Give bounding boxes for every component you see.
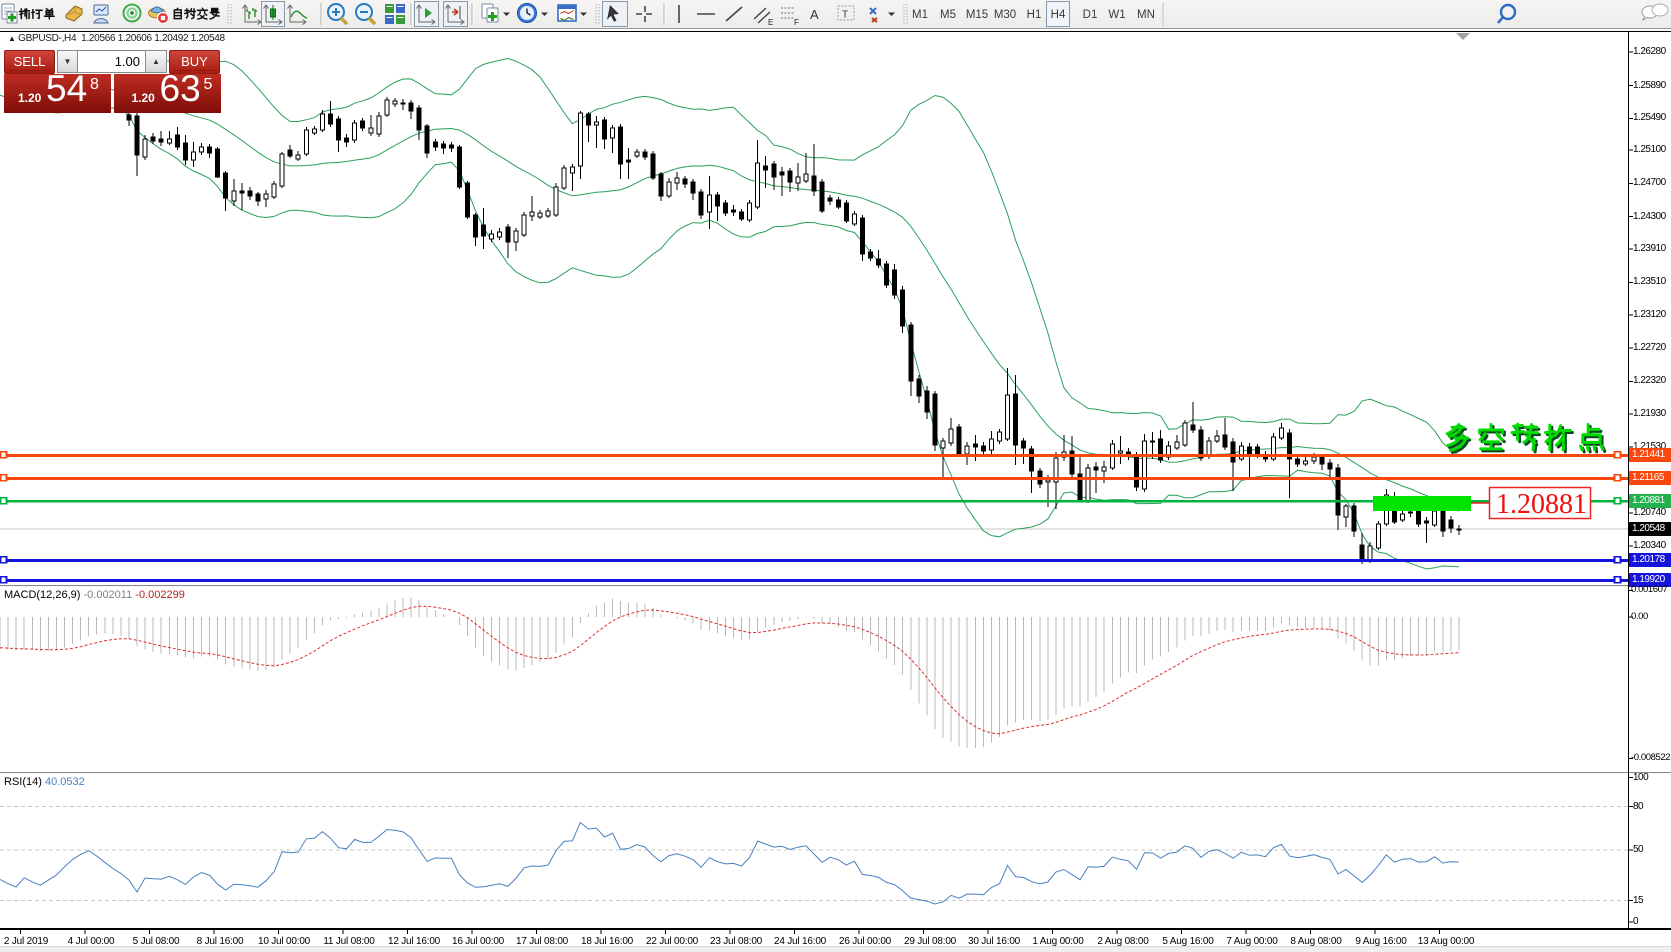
svg-text:M30: M30: [994, 9, 1016, 21]
svg-text:H1: H1: [1027, 9, 1042, 21]
svg-text:D1: D1: [1083, 9, 1098, 21]
svg-text:1.20881: 1.20881: [1496, 489, 1587, 520]
svg-text:T: T: [842, 10, 848, 21]
svg-text:F: F: [794, 18, 799, 27]
svg-text:W1: W1: [1108, 9, 1125, 21]
svg-text:H4: H4: [1051, 9, 1066, 21]
svg-text:M1: M1: [912, 9, 928, 21]
svg-text:A: A: [810, 7, 819, 22]
svg-text:M15: M15: [966, 9, 988, 21]
svg-text:M5: M5: [940, 9, 956, 21]
svg-text:MN: MN: [1137, 9, 1155, 21]
svg-text:E: E: [768, 18, 773, 27]
